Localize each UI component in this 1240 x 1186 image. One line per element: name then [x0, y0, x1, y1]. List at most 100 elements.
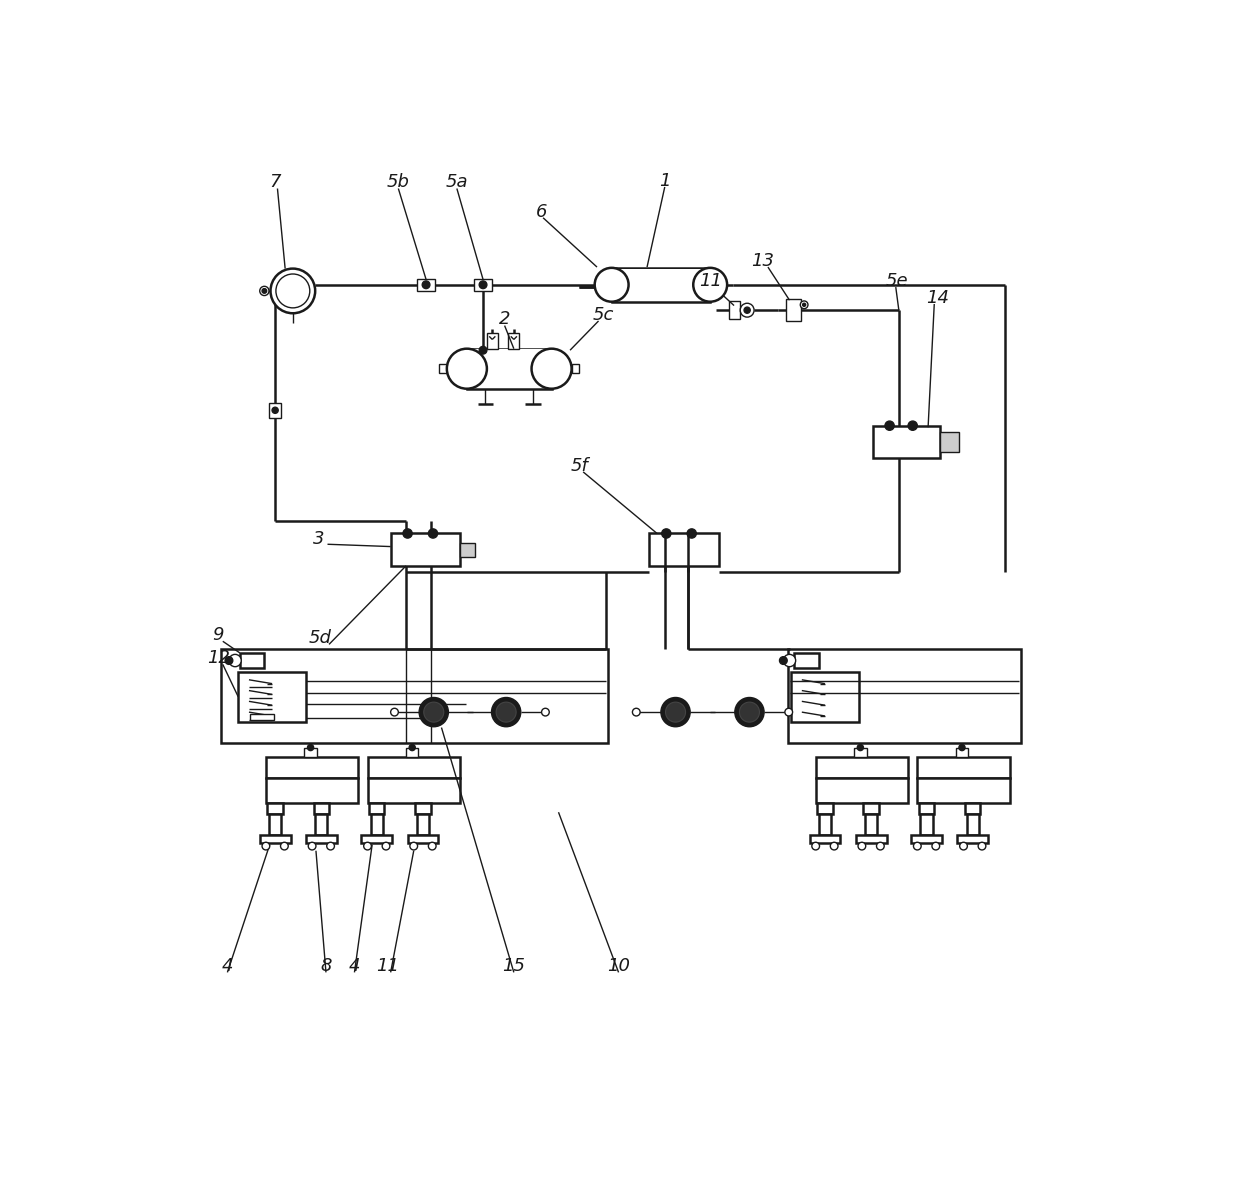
Circle shape [280, 842, 288, 850]
Bar [415, 803, 430, 814]
Text: 2: 2 [498, 311, 511, 329]
Bar [572, 364, 579, 374]
Bar [467, 350, 552, 388]
Bar [460, 543, 475, 556]
Text: 7: 7 [269, 173, 281, 191]
Circle shape [326, 842, 335, 850]
Circle shape [409, 745, 415, 751]
Text: 3: 3 [312, 530, 324, 548]
Bar [919, 803, 934, 814]
Circle shape [784, 655, 796, 667]
Text: 5c: 5c [593, 306, 614, 324]
Circle shape [932, 842, 940, 850]
Circle shape [446, 349, 487, 389]
Bar [467, 349, 552, 389]
Circle shape [661, 697, 691, 727]
Circle shape [693, 268, 727, 301]
Text: 4: 4 [222, 957, 233, 975]
Circle shape [479, 346, 487, 355]
Bar [611, 268, 711, 301]
Bar [967, 814, 978, 835]
Bar [408, 835, 439, 843]
Circle shape [262, 842, 270, 850]
Bar [370, 803, 384, 814]
Circle shape [735, 697, 764, 727]
Circle shape [740, 304, 754, 317]
Circle shape [960, 842, 967, 850]
Circle shape [632, 708, 640, 716]
Circle shape [857, 745, 863, 751]
Circle shape [428, 842, 436, 850]
Text: 11: 11 [376, 957, 399, 975]
Bar [269, 814, 281, 835]
Bar [487, 333, 497, 349]
Circle shape [739, 702, 759, 722]
Bar [367, 757, 460, 778]
Text: 9: 9 [212, 626, 224, 644]
Circle shape [422, 281, 430, 288]
Circle shape [800, 301, 808, 308]
Bar [854, 747, 867, 757]
Circle shape [831, 842, 838, 850]
Text: 4: 4 [348, 957, 360, 975]
Bar [306, 835, 337, 843]
Bar [250, 714, 274, 720]
Bar [221, 649, 608, 742]
Bar [791, 672, 859, 722]
Bar [816, 757, 908, 778]
Bar [911, 835, 942, 843]
Circle shape [403, 529, 412, 538]
Circle shape [270, 268, 315, 313]
Circle shape [914, 842, 921, 850]
Circle shape [662, 529, 671, 538]
Circle shape [595, 268, 629, 301]
Bar [474, 279, 492, 291]
Circle shape [277, 274, 310, 308]
Circle shape [428, 529, 438, 538]
Circle shape [666, 702, 686, 722]
Circle shape [272, 407, 278, 414]
Circle shape [410, 842, 418, 850]
Circle shape [780, 657, 787, 664]
Text: 6: 6 [536, 203, 547, 221]
Circle shape [479, 281, 487, 288]
Bar [787, 649, 1021, 742]
Bar [269, 402, 281, 417]
Bar [918, 778, 1009, 803]
Bar [818, 814, 831, 835]
Text: 10: 10 [608, 957, 630, 975]
Bar [918, 757, 1009, 778]
Text: 8: 8 [320, 957, 332, 975]
Text: 5b: 5b [387, 173, 409, 191]
Bar [856, 835, 887, 843]
Bar [371, 814, 383, 835]
Bar [417, 279, 435, 291]
Bar [817, 803, 832, 814]
Bar [265, 778, 358, 803]
Bar [238, 672, 306, 722]
Circle shape [744, 307, 750, 313]
Bar [367, 778, 460, 803]
Circle shape [491, 697, 521, 727]
Bar [940, 432, 959, 452]
Circle shape [363, 842, 372, 850]
Bar [956, 747, 968, 757]
Text: 13: 13 [751, 251, 774, 270]
Bar [405, 747, 418, 757]
Bar [816, 778, 908, 803]
Bar [650, 534, 719, 566]
Circle shape [687, 529, 697, 538]
Bar [361, 835, 392, 843]
Bar [810, 835, 841, 843]
Bar [508, 333, 520, 349]
Circle shape [978, 842, 986, 850]
Circle shape [309, 842, 316, 850]
Circle shape [391, 708, 398, 716]
Bar [866, 814, 877, 835]
Bar [314, 803, 329, 814]
Text: 12: 12 [207, 649, 229, 668]
Text: 5d: 5d [309, 630, 331, 648]
Circle shape [259, 286, 269, 295]
Circle shape [802, 304, 806, 306]
Bar [315, 814, 327, 835]
